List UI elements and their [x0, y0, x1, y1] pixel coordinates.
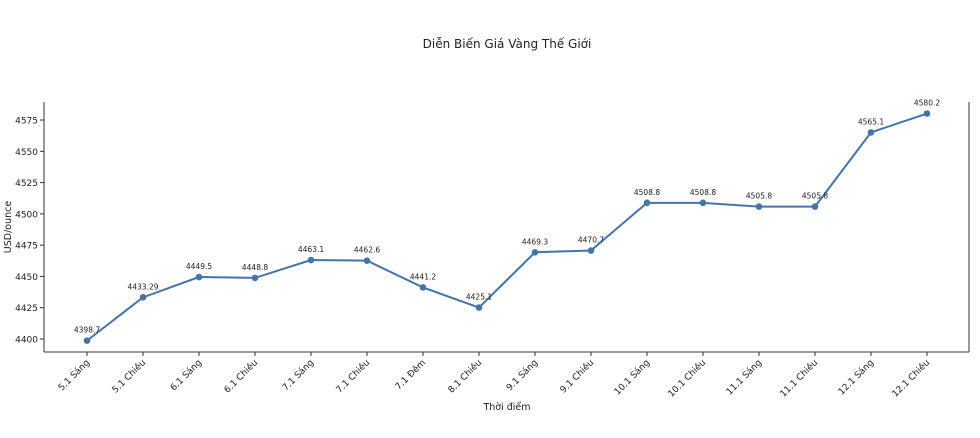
data-point	[307, 256, 315, 264]
x-tick-label: 9.1 Sáng	[505, 358, 540, 393]
data-label: 4505.8	[746, 192, 772, 201]
y-tick-label: 4450	[15, 273, 38, 283]
data-label: 4425.1	[466, 293, 492, 302]
data-label: 4398.7	[74, 326, 100, 335]
series-line	[86, 112, 928, 342]
data-point	[419, 284, 427, 291]
data-point	[475, 304, 483, 311]
data-point	[363, 257, 371, 264]
data-point	[811, 203, 819, 210]
x-tick-label: 12.1 Chiều	[890, 357, 932, 399]
data-point	[923, 110, 931, 117]
chart-title: Diễn Biến Giá Vàng Thế Giới	[423, 37, 592, 51]
data-label: 4433.29	[127, 282, 158, 291]
data-point	[531, 248, 539, 256]
x-axis-label: Thời điểm	[482, 402, 530, 413]
data-point	[195, 273, 203, 281]
y-tick-label: 4500	[15, 210, 38, 220]
data-point	[755, 203, 763, 210]
data-label: 4505.8	[802, 192, 828, 201]
data-label: 4470.7	[578, 236, 604, 245]
y-tick-label: 4550	[15, 148, 38, 158]
data-label: 4469.3	[522, 237, 548, 246]
x-tick-label: 10.1 Sáng	[613, 358, 652, 397]
data-label: 4462.6	[354, 246, 380, 255]
data-point	[139, 294, 147, 301]
x-tick-label: 9.1 Chiều	[558, 357, 596, 395]
x-tick-label: 7.1 Sáng	[281, 358, 316, 393]
data-label: 4508.8	[690, 188, 716, 197]
x-tick-label: 6.1 Sáng	[169, 358, 204, 393]
x-tick-label: 11.1 Sáng	[725, 358, 764, 397]
data-point	[867, 129, 875, 136]
data-label: 4565.1	[858, 117, 884, 126]
y-tick-label: 4400	[15, 335, 38, 345]
data-label: 4463.1	[298, 245, 324, 254]
data-label: 4448.8	[242, 263, 268, 272]
data-point	[643, 199, 651, 207]
y-axis-label: USD/ounce	[3, 201, 14, 254]
y-tick-label: 4575	[15, 117, 38, 127]
y-tick-label: 4475	[15, 242, 38, 252]
x-tick-label: 12.1 Sáng	[837, 358, 876, 397]
data-label: 4508.8	[634, 188, 660, 197]
data-label: 4441.2	[410, 272, 436, 281]
y-tick-label: 4525	[15, 179, 38, 189]
data-point	[587, 247, 595, 254]
x-tick-label: 11.1 Chiều	[778, 357, 820, 399]
data-point	[699, 199, 707, 207]
x-tick-label: 7.1 Chiều	[334, 357, 372, 395]
data-point	[83, 337, 91, 344]
data-label: 4580.2	[914, 99, 940, 108]
x-tick-label: 6.1 Chiều	[222, 357, 260, 395]
x-tick-label: 5.1 Sáng	[57, 358, 92, 393]
data-point	[251, 274, 259, 282]
data-label: 4449.5	[186, 262, 212, 271]
x-tick-label: 10.1 Chiều	[666, 357, 708, 399]
x-tick-label: 7.1 Đêm	[393, 357, 428, 392]
x-tick-label: 5.1 Chiều	[110, 357, 148, 395]
x-tick-label: 8.1 Chiều	[446, 357, 484, 395]
y-tick-label: 4425	[15, 304, 38, 314]
